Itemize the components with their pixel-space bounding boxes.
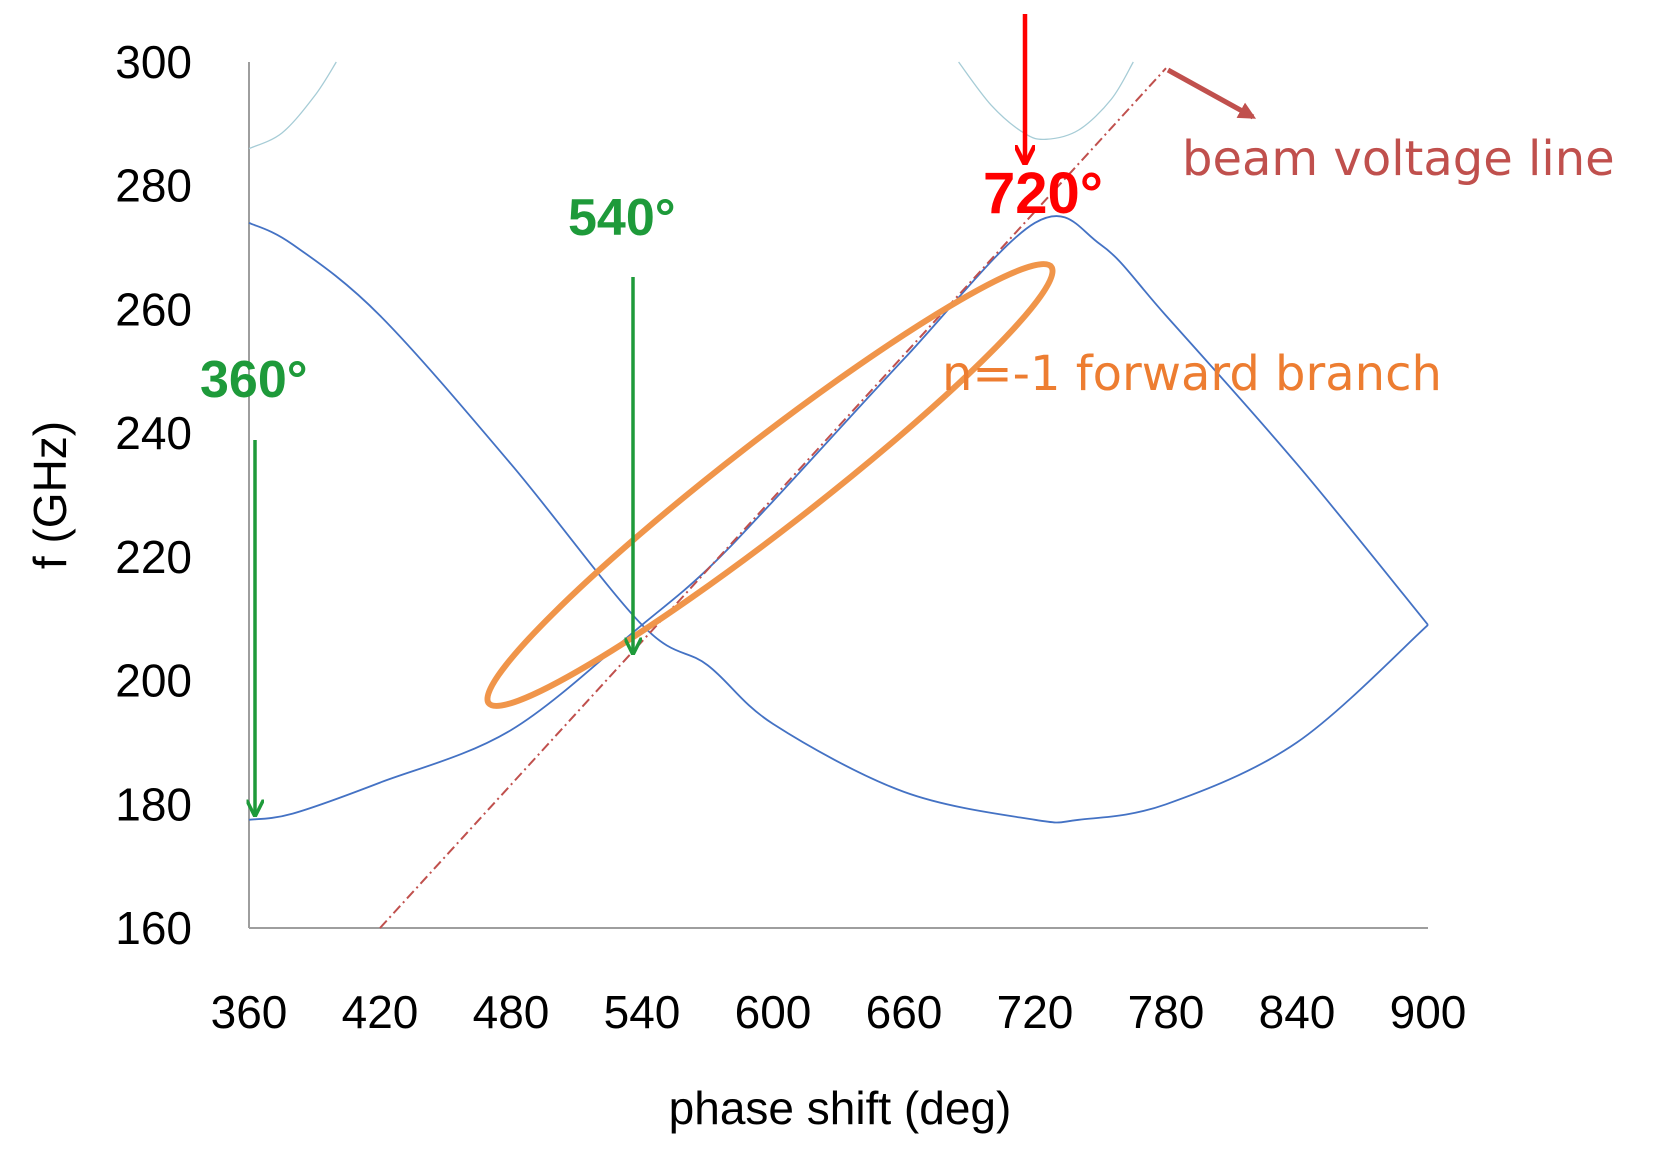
y-axis-label: f (GHz) <box>24 421 76 569</box>
y-tick-label: 280 <box>115 160 192 212</box>
y-tick-labels: 160 180 200 220 240 260 280 300 <box>115 36 192 954</box>
x-tick-label: 420 <box>342 986 419 1038</box>
y-tick-label: 220 <box>115 531 192 583</box>
y-tick-label: 160 <box>115 902 192 954</box>
annotation-forward-branch: n=-1 forward branch <box>942 346 1442 402</box>
x-tick-label: 480 <box>473 986 550 1038</box>
x-axis-label: phase shift (deg) <box>669 1082 1012 1134</box>
series-line-1 <box>249 216 1428 820</box>
annotation-720: 720° <box>983 161 1103 226</box>
x-tick-label: 840 <box>1259 986 1336 1038</box>
y-tick-label: 180 <box>115 778 192 830</box>
series-line-4 <box>959 62 1134 139</box>
annotation-beam-voltage-line: beam voltage line <box>1182 131 1615 187</box>
annotation-540: 540° <box>568 189 676 247</box>
y-tick-label: 200 <box>115 655 192 707</box>
x-tick-label: 660 <box>866 986 943 1038</box>
forward-branch-highlight-ellipse <box>462 232 1079 738</box>
x-tick-label: 780 <box>1128 986 1205 1038</box>
y-tick-label: 260 <box>115 283 192 335</box>
series-line-2 <box>249 223 1428 823</box>
y-tick-label: 300 <box>115 36 192 88</box>
y-tick-label: 240 <box>115 407 192 459</box>
x-tick-label: 540 <box>604 986 681 1038</box>
series-line-3 <box>249 62 336 149</box>
x-tick-label: 720 <box>997 986 1074 1038</box>
annotation-360: 360° <box>200 351 308 409</box>
x-tick-labels: 360 420 480 540 600 660 720 780 840 900 <box>211 986 1467 1038</box>
x-tick-label: 900 <box>1390 986 1467 1038</box>
series-layer <box>249 62 1428 928</box>
x-tick-label: 600 <box>735 986 812 1038</box>
arrow-beam-voltage <box>1168 70 1253 117</box>
x-tick-label: 360 <box>211 986 288 1038</box>
